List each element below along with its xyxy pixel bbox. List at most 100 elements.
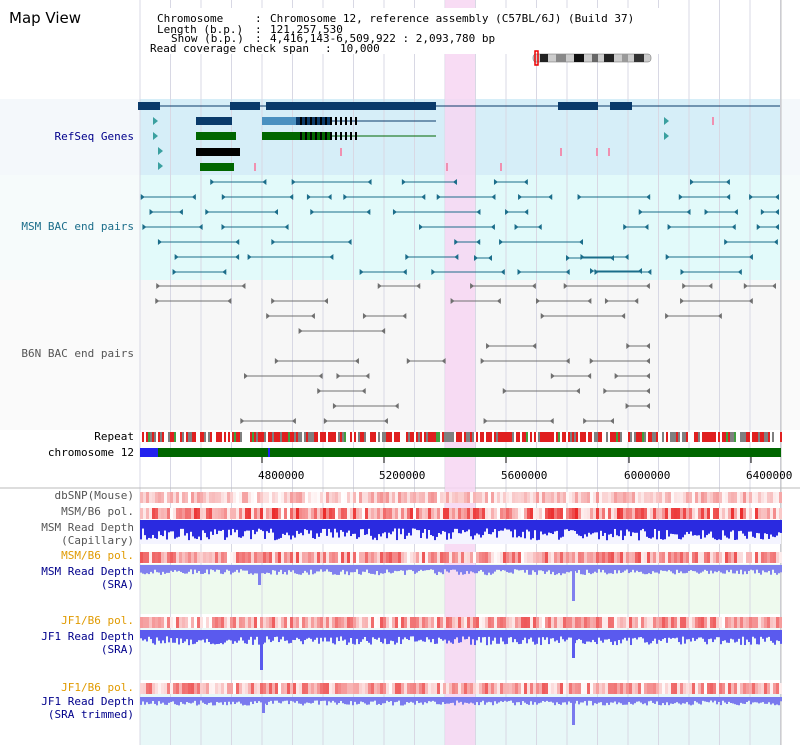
chromosome-gap: [140, 448, 158, 457]
track-label-msm-depth-cap-1[interactable]: MSM Read Depth: [41, 521, 134, 534]
heatmap-cell: [608, 492, 611, 503]
heatmap-cell: [689, 508, 692, 519]
depth-bar: [438, 565, 440, 572]
depth-bar: [146, 697, 148, 703]
heatmap-cell: [572, 683, 575, 694]
depth-spike: [260, 630, 263, 670]
depth-bar: [692, 565, 694, 572]
repeat-element: [734, 432, 736, 442]
heatmap-cell: [284, 552, 287, 563]
heatmap-cell: [746, 683, 749, 694]
bac-pair-end: [431, 269, 436, 275]
depth-bar: [504, 630, 506, 645]
track-label-dbsnp[interactable]: dbSNP(Mouse): [54, 489, 134, 502]
depth-bar: [156, 520, 158, 539]
depth-bar: [774, 565, 776, 573]
track-label-b6n-bac[interactable]: B6N BAC end pairs: [21, 347, 134, 360]
heatmap-cell: [410, 683, 413, 694]
heatmap-cell: [374, 552, 377, 563]
depth-bar: [494, 630, 496, 638]
heatmap-cell: [218, 508, 221, 519]
heatmap-cell: [380, 683, 383, 694]
depth-bar: [458, 630, 460, 643]
depth-bar: [168, 520, 170, 533]
depth-bar: [354, 565, 356, 573]
track-label-repeat[interactable]: Repeat: [94, 430, 134, 443]
bac-pair-end: [665, 254, 670, 260]
depth-bar: [350, 697, 352, 702]
track-label-jf1-depth-1[interactable]: JF1 Read Depth: [41, 630, 134, 643]
heatmap-cell: [716, 552, 719, 563]
heatmap-cell: [149, 552, 152, 563]
heatmap-cell: [473, 617, 476, 628]
track-label-jf1-b6-pol-2[interactable]: JF1/B6 pol.: [61, 681, 134, 694]
depth-bar: [414, 630, 416, 642]
depth-bar: [242, 520, 244, 537]
repeat-element: [588, 432, 590, 442]
depth-bar: [540, 520, 542, 532]
track-label-refseq-genes[interactable]: RefSeq Genes: [54, 130, 134, 143]
track-label-msm-b6-pol-2[interactable]: MSM/B6 pol.: [61, 549, 134, 562]
depth-bar: [524, 630, 526, 638]
track-label-jf1-b6-pol-1[interactable]: JF1/B6 pol.: [61, 614, 134, 627]
depth-bar: [520, 520, 522, 538]
track-label-msm-b6-pol-1[interactable]: MSM/B6 pol.: [61, 505, 134, 518]
heatmap-cell: [686, 683, 689, 694]
track-label-msm-depth-sra-1[interactable]: MSM Read Depth: [41, 565, 134, 578]
heatmap-cell: [170, 683, 173, 694]
heatmap-cell: [425, 552, 428, 563]
heatmap-cell: [149, 683, 152, 694]
heatmap-cell: [623, 683, 626, 694]
heatmap-cell: [278, 508, 281, 519]
heatmap-cell: [380, 492, 383, 503]
depth-bar: [720, 630, 722, 645]
depth-bar: [212, 565, 214, 571]
heatmap-cell: [509, 492, 512, 503]
heatmap-cell: [527, 508, 530, 519]
heatmap-cell: [266, 508, 269, 519]
ideogram-band: [592, 54, 598, 62]
depth-bar: [354, 630, 356, 645]
gene-block: [262, 132, 296, 140]
heatmap-cell: [395, 492, 398, 503]
track-label-msm-bac[interactable]: MSM BAC end pairs: [21, 220, 134, 233]
depth-bar: [526, 630, 528, 644]
depth-bar: [424, 630, 426, 642]
show-label: Show (b.p.): [171, 32, 244, 45]
repeat-element: [186, 432, 188, 442]
depth-bar: [536, 520, 538, 541]
bac-pair-end: [548, 194, 553, 200]
depth-bar: [510, 520, 512, 532]
heatmap-cell: [650, 683, 653, 694]
repeat-element: [570, 432, 572, 442]
depth-bar: [596, 697, 598, 704]
depth-bar: [702, 520, 704, 531]
repeat-element: [728, 432, 730, 442]
depth-bar: [272, 630, 274, 641]
depth-bar: [452, 697, 454, 703]
gene-arrow: [158, 147, 163, 155]
depth-bar: [434, 630, 436, 644]
gene-block: [262, 117, 296, 125]
bac-pair-end: [157, 239, 162, 245]
depth-bar: [446, 565, 448, 572]
depth-bar: [426, 520, 428, 539]
heatmap-cell: [734, 552, 737, 563]
depth-bar: [678, 697, 680, 704]
heatmap-cell: [512, 492, 515, 503]
heatmap-cell: [200, 492, 203, 503]
track-label-chromosome[interactable]: chromosome 12: [47, 446, 134, 459]
repeat-element: [288, 432, 290, 442]
heatmap-cell: [425, 683, 428, 694]
depth-bar: [418, 630, 420, 641]
depth-bar: [322, 520, 324, 529]
depth-bar: [486, 565, 488, 576]
track-label-jf1-depth-trim-1[interactable]: JF1 Read Depth: [41, 695, 134, 708]
depth-bar: [674, 565, 676, 575]
heatmap-cell: [647, 617, 650, 628]
heatmap-cell: [143, 683, 146, 694]
repeat-element: [316, 432, 318, 442]
depth-bar: [588, 520, 590, 533]
depth-bar: [714, 630, 716, 640]
